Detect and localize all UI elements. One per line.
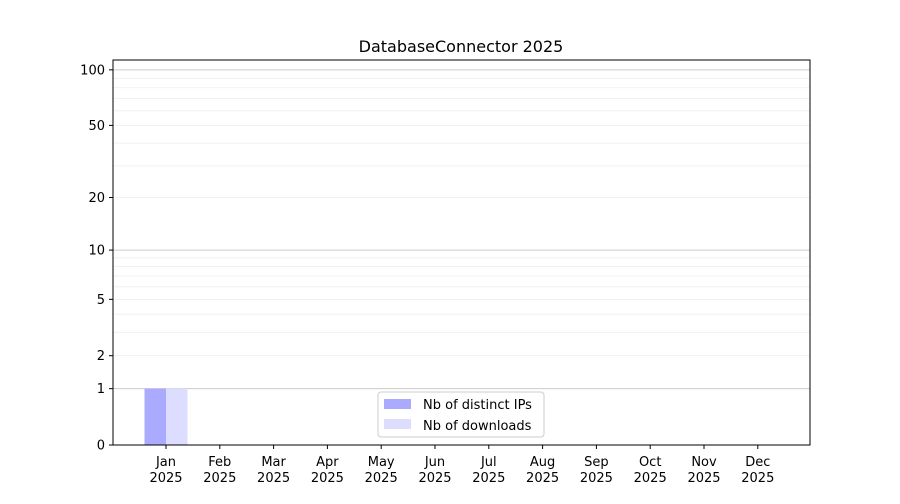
- legend-swatch-ips: [384, 399, 411, 409]
- x-tick-label: Jul: [480, 455, 497, 470]
- legend-box: [377, 391, 545, 438]
- legend-swatch-downloads: [384, 419, 411, 429]
- x-tick-label: 2025: [418, 471, 451, 486]
- x-tick-label: 2025: [149, 471, 182, 486]
- y-axis: 0 1 2 5 10 20 50 100: [80, 63, 113, 454]
- x-tick-label: Jan: [155, 455, 176, 470]
- bar-downloads: [166, 388, 188, 445]
- y-tick-label: 5: [97, 293, 105, 308]
- x-tick-label: Oct: [639, 455, 661, 470]
- x-tick-label: Sep: [584, 455, 609, 470]
- x-axis: Jan2025Feb2025Mar2025Apr2025May2025Jun20…: [149, 445, 774, 486]
- y-tick-label: 2: [97, 349, 105, 364]
- y-tick-label: 1: [97, 382, 105, 397]
- chart-title: DatabaseConnector 2025: [359, 37, 564, 56]
- bars: [144, 388, 188, 445]
- x-tick-label: 2025: [472, 471, 505, 486]
- x-tick-label: 2025: [311, 471, 344, 486]
- y-tick-label: 50: [88, 119, 105, 134]
- x-tick-label: 2025: [634, 471, 667, 486]
- plot-frame: [112, 59, 811, 446]
- legend: Nb of distinct IPs Nb of downloads: [377, 391, 545, 438]
- y-tick-label: 0: [97, 439, 105, 454]
- x-tick-label: 2025: [580, 471, 613, 486]
- bar-distinct-ips: [144, 388, 166, 445]
- y-tick-label: 10: [88, 244, 105, 259]
- legend-label-ips: Nb of distinct IPs: [423, 398, 532, 413]
- grid: [113, 69, 810, 390]
- y-tick-label: 20: [88, 191, 105, 206]
- x-tick-label: 2025: [687, 471, 720, 486]
- x-tick-label: 2025: [741, 471, 774, 486]
- legend-label-downloads: Nb of downloads: [423, 419, 532, 434]
- x-tick-label: 2025: [203, 471, 236, 486]
- x-tick-label: 2025: [257, 471, 290, 486]
- x-tick-label: Nov: [691, 455, 717, 470]
- x-tick-label: Jun: [424, 455, 445, 470]
- x-tick-label: Apr: [316, 455, 339, 470]
- x-tick-label: Feb: [208, 455, 231, 470]
- x-tick-label: Aug: [530, 455, 555, 470]
- x-tick-label: Dec: [745, 455, 770, 470]
- y-tick-label: 100: [80, 63, 105, 78]
- x-tick-label: Mar: [261, 455, 286, 470]
- x-tick-label: 2025: [526, 471, 559, 486]
- x-tick-label: May: [368, 455, 395, 470]
- x-tick-label: 2025: [365, 471, 398, 486]
